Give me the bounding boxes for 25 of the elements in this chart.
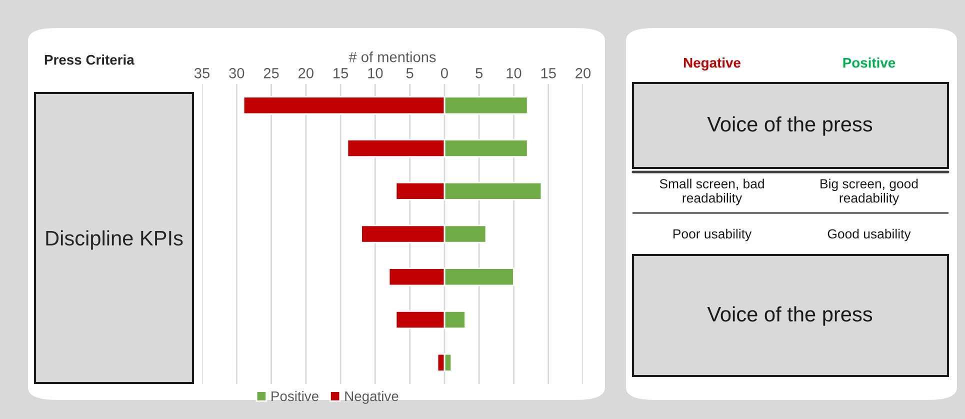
text: Voice of the press	[707, 116, 872, 136]
x-tick-label: 0	[440, 68, 448, 78]
x-axis-title: # of mentions	[348, 52, 436, 62]
text: Poor usability	[673, 228, 752, 242]
text: Negative	[684, 57, 740, 71]
text: Big screen, good readability	[820, 178, 918, 206]
x-tick-label: 15	[541, 68, 556, 78]
x-tick-label: 15	[334, 68, 348, 78]
x-tick-label: 25	[264, 68, 279, 78]
text: Press Criteria	[44, 54, 134, 65]
text: Voice of the press	[707, 306, 872, 326]
x-tick-label: 35	[194, 68, 210, 78]
legend-label: Positive	[272, 390, 318, 402]
legend-label: Negative	[345, 390, 398, 404]
text: Positive	[843, 58, 896, 68]
x-tick-label: 30	[229, 68, 244, 78]
text: Small screen, bad readability	[660, 178, 764, 206]
x-tick-label: 20	[576, 68, 591, 78]
text: Good usability	[828, 228, 911, 242]
x-tick-label: 20	[298, 68, 314, 78]
x-tick-label: 10	[506, 68, 522, 78]
x-tick-label: 5	[476, 68, 483, 78]
x-tick-label: 5	[406, 68, 414, 78]
x-tick-label: 10	[368, 68, 383, 78]
text: Discipline KPIs	[46, 230, 183, 250]
